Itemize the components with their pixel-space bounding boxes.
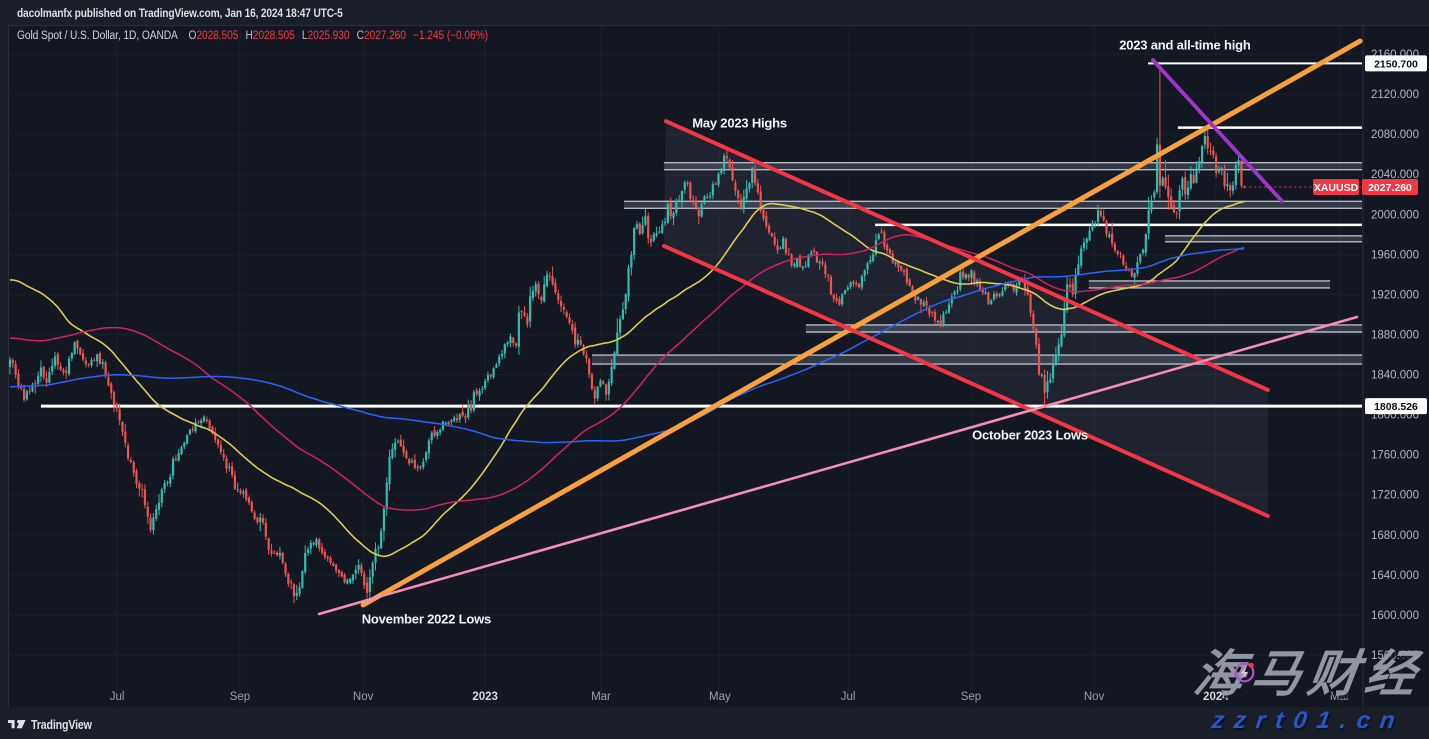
last-price-badge: 2027.260 xyxy=(1362,178,1418,195)
ohlc-values: O2028.505 H2028.505 L2025.930 C2027.260 −1.2… xyxy=(181,30,488,42)
badge-box xyxy=(1362,178,1418,195)
time-axis-label: 2023 xyxy=(472,691,498,703)
badge-box xyxy=(1365,398,1427,415)
time-axis-label: Mar xyxy=(591,691,611,703)
level-badge-high: 2150.700 xyxy=(1365,55,1427,72)
price-axis-label: 2120.000 xyxy=(1371,89,1419,101)
logo-v-shape xyxy=(16,720,26,729)
sr-zone[interactable] xyxy=(591,354,1362,365)
open-value: 2028.505 xyxy=(196,30,239,42)
levels[interactable] xyxy=(40,62,1362,408)
channel-fill xyxy=(663,121,1268,516)
price-axis-label: 1600.000 xyxy=(1371,610,1419,622)
price-axis-label: 1880.000 xyxy=(1371,329,1419,341)
close-label: C xyxy=(356,30,364,42)
chart-root[interactable]: 2023 and all-time high May 2023 Highs Octo… xyxy=(8,25,1427,707)
axis-badges: 2150.700 1808.526 2027.260 XAUUSD xyxy=(1313,55,1427,415)
time-axis-label: May xyxy=(709,691,731,703)
publisher-text: dacolmanfx published on TradingView.com,… xyxy=(17,5,343,20)
zone-fill xyxy=(1164,235,1362,242)
sr-zone[interactable] xyxy=(624,200,1362,209)
badge-box xyxy=(1313,178,1359,195)
symbol-title[interactable]: Gold Spot / U.S. Dollar, 1D, OANDA xyxy=(17,30,178,42)
moving-averages[interactable] xyxy=(9,200,1245,558)
trendline-ascending-orange[interactable] xyxy=(360,38,1363,608)
sr-zone[interactable] xyxy=(1164,235,1362,243)
zone-fill xyxy=(1088,280,1330,288)
zone-fill xyxy=(805,324,1362,332)
zone-fill xyxy=(591,355,1362,365)
annotation-0[interactable]: 2023 and all-time high xyxy=(1119,38,1251,53)
sr-zone[interactable] xyxy=(1088,280,1330,289)
time-axis-label: Nov xyxy=(1084,691,1105,703)
price-axis-label: 1840.000 xyxy=(1371,370,1419,382)
trendline-ascending-pink[interactable] xyxy=(317,315,1359,616)
footer-bar: TradingView xyxy=(0,707,1429,739)
symbol-badge: XAUUSD xyxy=(1313,178,1359,195)
price-axis-label: 1640.000 xyxy=(1371,570,1419,582)
price-axis-label: 2000.000 xyxy=(1371,209,1419,221)
grid-lines xyxy=(9,26,1363,707)
level-badge-low: 1808.526 xyxy=(1365,398,1427,415)
publisher-bar: dacolmanfx published on TradingView.com,… xyxy=(0,0,1429,25)
time-axis-label: Mar xyxy=(1330,691,1350,703)
badge-label: 2027.260 xyxy=(1368,182,1412,194)
time-axis-label: Jul xyxy=(110,691,125,703)
time-axis-label: Sep xyxy=(961,691,981,703)
price-axis-label: 1680.000 xyxy=(1371,530,1419,542)
time-axis-label: Jul xyxy=(841,691,856,703)
price-axis-label: 1560.000 xyxy=(1371,650,1419,662)
trendline-channel-upper-red[interactable] xyxy=(663,119,1270,392)
time-axis-label: Nov xyxy=(353,691,374,703)
plot-area[interactable] xyxy=(9,38,1363,616)
trendline-channel-lower-red[interactable] xyxy=(661,243,1270,518)
logo-t-shape xyxy=(8,720,15,729)
trendline-descending-purple[interactable] xyxy=(1150,58,1284,203)
chart-legend[interactable]: Gold Spot / U.S. Dollar, 1D, OANDA O2028.… xyxy=(17,30,488,42)
badge-label: 1808.526 xyxy=(1374,401,1418,413)
tradingview-logo-icon xyxy=(8,720,26,729)
sma-50-line[interactable] xyxy=(9,200,1245,558)
badge-label: 2150.700 xyxy=(1374,58,1418,70)
low-label: L xyxy=(301,30,308,42)
price-axis[interactable]: 1560.000 1600.000 1640.000 1680.000 1720.000… xyxy=(1362,25,1419,707)
badge-label: XAUUSD xyxy=(1314,182,1359,194)
price-axis-label: 1960.000 xyxy=(1371,249,1419,261)
time-axis-label: 2024 xyxy=(1203,691,1229,703)
zone-fill xyxy=(663,162,1362,170)
annotation-3[interactable]: November 2022 Lows xyxy=(362,611,492,626)
annotations: 2023 and all-time high May 2023 Highs Octo… xyxy=(362,38,1251,627)
tradingview-brand[interactable]: TradingView xyxy=(8,717,105,732)
high-label: H xyxy=(245,30,253,42)
annotation-1[interactable]: May 2023 Highs xyxy=(692,116,787,131)
sma-100-line[interactable] xyxy=(10,234,1245,511)
price-axis-label: 2040.000 xyxy=(1371,169,1419,181)
high-value: 2028.505 xyxy=(252,30,295,42)
price-axis-label: 1720.000 xyxy=(1371,490,1419,502)
zone-fill xyxy=(624,201,1362,209)
annotation-2[interactable]: October 2023 Lows xyxy=(972,427,1088,442)
price-axis-label: 2080.000 xyxy=(1371,129,1419,141)
change-value: −1.245 (−0.06%) xyxy=(413,30,488,42)
close-value: 2027.260 xyxy=(363,30,406,42)
price-axis-label: 1760.000 xyxy=(1371,450,1419,462)
low-value: 2025.930 xyxy=(307,30,350,42)
sma-200-line[interactable] xyxy=(9,248,1245,444)
time-axis[interactable]: Jul Sep Nov 2023 Mar May Jul Sep Nov 2024 Mar xyxy=(110,691,1350,703)
open-label: O xyxy=(188,30,197,42)
trendlines[interactable] xyxy=(317,38,1363,616)
badge-box xyxy=(1365,55,1427,72)
sr-zone[interactable] xyxy=(805,324,1362,333)
tradingview-brand-text: TradingView xyxy=(31,717,92,732)
price-axis-label: 1920.000 xyxy=(1371,289,1419,301)
time-axis-label: Sep xyxy=(230,691,250,703)
